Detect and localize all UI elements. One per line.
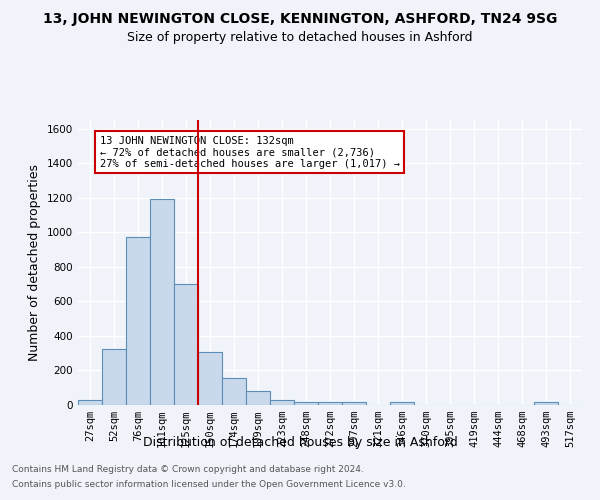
Bar — [318, 402, 342, 405]
Bar — [150, 198, 174, 405]
Bar — [222, 378, 246, 405]
Bar — [534, 402, 558, 405]
Text: Contains public sector information licensed under the Open Government Licence v3: Contains public sector information licen… — [12, 480, 406, 489]
Bar — [198, 352, 222, 405]
Bar — [270, 400, 294, 405]
Bar — [126, 238, 150, 405]
Bar — [174, 284, 198, 405]
Bar — [390, 402, 414, 405]
Text: Distribution of detached houses by size in Ashford: Distribution of detached houses by size … — [143, 436, 457, 449]
Bar — [294, 402, 318, 405]
Bar — [342, 402, 366, 405]
Text: 13, JOHN NEWINGTON CLOSE, KENNINGTON, ASHFORD, TN24 9SG: 13, JOHN NEWINGTON CLOSE, KENNINGTON, AS… — [43, 12, 557, 26]
Text: Contains HM Land Registry data © Crown copyright and database right 2024.: Contains HM Land Registry data © Crown c… — [12, 465, 364, 474]
Bar — [102, 349, 126, 405]
Bar — [246, 391, 270, 405]
Y-axis label: Number of detached properties: Number of detached properties — [28, 164, 41, 361]
Bar — [78, 400, 102, 405]
Text: 13 JOHN NEWINGTON CLOSE: 132sqm
← 72% of detached houses are smaller (2,736)
27%: 13 JOHN NEWINGTON CLOSE: 132sqm ← 72% of… — [100, 136, 400, 168]
Text: Size of property relative to detached houses in Ashford: Size of property relative to detached ho… — [127, 31, 473, 44]
